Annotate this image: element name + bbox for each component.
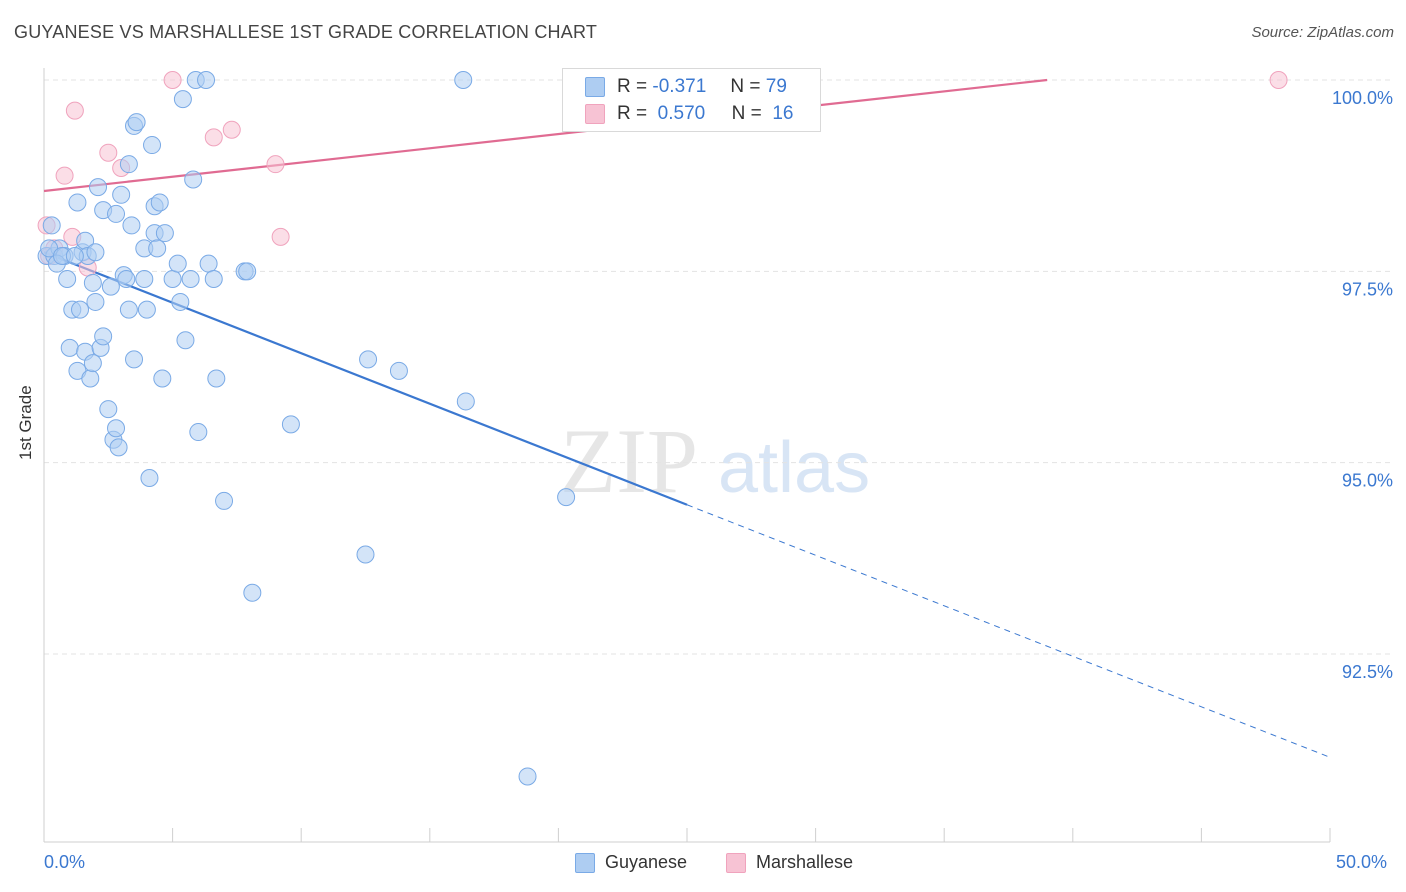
bottom-legend-guyanese: Guyanese [575,852,687,873]
legend-swatch-marshallese [585,104,605,124]
legend-r-value-guyanese: -0.371 [652,76,707,97]
data-point-marshallese [99,143,118,162]
x-tick-label-max: 50.0% [1336,852,1388,872]
data-point-guyanese [168,254,187,273]
data-point-guyanese [137,300,156,319]
data-point-guyanese [112,185,131,204]
legend-n-value-marshallese: 16 [772,103,794,124]
data-point-guyanese [171,292,190,311]
data-point-marshallese [55,166,74,185]
legend-n-label: N = [730,76,761,97]
data-point-guyanese [107,204,126,223]
x-tick-label-min: 0.0% [44,852,86,872]
data-point-guyanese [109,438,128,457]
data-point-guyanese [125,350,144,369]
data-point-guyanese [163,269,182,288]
data-point-guyanese [107,419,126,438]
legend-r-label: R = [617,103,648,124]
data-point-marshallese [266,155,285,174]
data-point-guyanese [155,224,174,243]
data-point-guyanese [176,331,195,350]
data-point-guyanese [215,491,234,510]
data-point-guyanese [83,354,102,373]
data-point-guyanese [518,767,537,786]
data-point-guyanese [199,254,218,273]
bottom-legend-swatch-guyanese [575,852,595,873]
data-point-guyanese [456,392,475,411]
source-label: Source: ZipAtlas.com [1251,24,1394,41]
data-point-guyanese [356,545,375,564]
data-point-marshallese [1269,71,1288,89]
data-point-guyanese [238,262,257,281]
bottom-legend-swatch-marshallese [726,852,746,873]
y-tick-label: 95.0% [1342,471,1393,491]
data-point-guyanese [94,327,113,346]
data-point-guyanese [150,193,169,212]
legend-n-value-guyanese: 79 [765,76,787,97]
legend-r-label: R = [617,76,648,97]
data-point-guyanese [281,415,300,434]
data-point-marshallese [204,128,223,147]
legend-row-guyanese: R = -0.371 N = 79 [585,75,787,99]
bottom-legend-label-marshallese: Marshallese [756,852,854,872]
legend-r-value-marshallese: 0.570 [657,103,706,124]
data-point-guyanese [189,423,208,442]
data-point-guyanese [454,71,473,89]
data-point-guyanese [60,338,79,357]
bottom-legend-label-guyanese: Guyanese [605,852,688,872]
legend-row-marshallese: R = 0.570 N = 16 [585,102,793,126]
data-point-guyanese [207,369,226,388]
legend-swatch-guyanese [585,77,605,97]
data-point-guyanese [140,468,159,487]
data-point-guyanese [101,277,120,296]
data-point-guyanese [65,247,84,266]
data-point-guyanese [42,216,61,235]
data-point-guyanese [127,113,146,132]
watermark-zip: ZIP [560,410,698,512]
data-point-guyanese [143,136,162,155]
data-point-guyanese [135,269,154,288]
data-point-guyanese [119,155,138,174]
data-point-guyanese [359,350,378,369]
data-point-guyanese [58,269,77,288]
data-point-guyanese [204,269,223,288]
data-point-guyanese [119,300,138,319]
data-point-guyanese [117,269,136,288]
data-point-guyanese [68,193,87,212]
data-point-guyanese [83,273,102,292]
data-point-marshallese [222,120,241,139]
data-point-marshallese [65,101,84,120]
data-point-guyanese [122,216,141,235]
data-point-guyanese [86,292,105,311]
data-point-guyanese [148,239,167,258]
data-point-guyanese [89,178,108,197]
data-point-marshallese [163,71,182,89]
data-point-guyanese [197,71,216,89]
chart-title: GUYANESE VS MARSHALLESE 1ST GRADE CORREL… [14,22,598,42]
y-tick-label: 92.5% [1342,662,1393,682]
data-point-marshallese [271,227,290,246]
data-point-guyanese [173,90,192,109]
data-point-guyanese [557,488,576,507]
bottom-legend-marshallese: Marshallese [726,852,853,873]
y-tick-label: 97.5% [1342,279,1393,299]
data-point-guyanese [81,369,100,388]
trendline-guyanese [43,251,688,506]
data-point-guyanese [181,269,200,288]
data-point-guyanese [389,361,408,380]
data-point-guyanese [243,583,262,602]
legend-n-label: N = [731,103,762,124]
trendline-marshallese [43,78,1048,193]
data-point-guyanese [71,300,90,319]
watermark-atlas: atlas [718,428,870,508]
trendline-extension-guyanese [686,504,1331,758]
data-point-guyanese [184,170,203,189]
data-point-guyanese [153,369,172,388]
correlation-legend: R = -0.371 N = 79 R = 0.570 N = 16 [562,68,821,132]
data-point-guyanese [99,400,118,419]
y-tick-label: 100.0% [1332,88,1393,108]
data-point-guyanese [86,243,105,262]
